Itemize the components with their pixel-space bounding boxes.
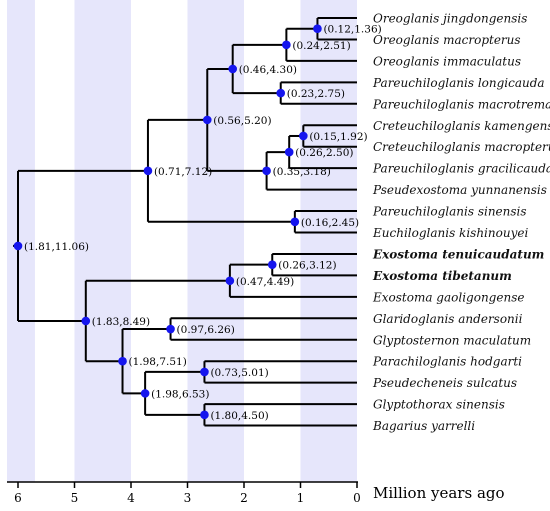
node-age-label: (0.15,1.92) [309, 131, 367, 143]
node-marker [140, 389, 150, 398]
node-marker [81, 316, 91, 326]
node-age-label: (1.80,4.50) [210, 410, 268, 422]
time-axis: 6 5 4 3 2 1 0 [7, 481, 361, 505]
node-age-label: (0.24,2.51) [292, 40, 350, 52]
time-band [187, 0, 244, 482]
axis-tick-label: 3 [184, 491, 192, 505]
node-marker [228, 64, 237, 74]
node-marker [13, 241, 23, 251]
node-marker [276, 88, 286, 98]
node-age-label: (0.12,1.36) [323, 24, 381, 36]
taxon-labels: Oreoglanis jingdongensis Oreoglanis macro… [372, 12, 550, 434]
tree-nodes: (1.81,11.06) (0.71,7.12) (0.56,5.20) (0.46,… [13, 24, 382, 422]
taxon-label: Exostoma gaoligongense [372, 290, 524, 304]
node-marker [166, 324, 175, 334]
taxon-label: Glyptothorax sinensis [373, 398, 505, 412]
time-band [7, 0, 35, 482]
node-age-label: (0.46,4.30) [239, 64, 297, 76]
node-marker [262, 166, 271, 176]
node-age-label: (0.47,4.49) [236, 276, 294, 288]
node-marker [118, 356, 127, 366]
taxon-label: Oreoglanis immaculatus [373, 54, 521, 68]
axis-title: Million years ago [373, 484, 505, 502]
taxon-label: Oreoglanis macropterus [373, 33, 521, 47]
node-marker [313, 24, 322, 34]
node-marker [143, 166, 153, 176]
node-marker [200, 410, 209, 420]
taxon-label: Pareuchiloglanis longicauda [372, 76, 545, 90]
node-age-label: (0.26,2.50) [295, 147, 353, 159]
taxon-label: Pareuchiloglanis macrotrema [372, 97, 550, 111]
taxon-label: Parachiloglanis hodgarti [372, 355, 522, 369]
node-age-label: (1.98,6.53) [151, 388, 209, 400]
axis-tick-label: 1 [297, 491, 305, 505]
shaded-time-bands [7, 0, 357, 482]
taxon-label: Pareuchiloglanis gracilicaudat [372, 162, 550, 176]
time-band [74, 0, 131, 482]
axis-tick-label: 4 [127, 491, 135, 505]
taxon-label: Euchiloglanis kishinouyei [372, 226, 528, 240]
node-marker [290, 217, 300, 227]
node-age-label: (1.98,7.51) [129, 356, 187, 368]
node-marker [225, 276, 235, 286]
node-marker [284, 147, 294, 157]
axis-tick-label: 0 [353, 491, 361, 505]
taxon-label: Pseudexostoma yunnanensis [372, 183, 547, 197]
taxon-label: Pseudecheneis sulcatus [372, 376, 517, 390]
taxon-label: Glaridoglanis andersonii [373, 312, 523, 326]
node-age-label: (0.97,6.26) [177, 324, 235, 336]
taxon-label: Bagarius yarrelli [372, 419, 475, 433]
node-age-label: (0.35,3.18) [273, 166, 331, 178]
taxon-label: Creteuchiloglanis kamengensis [373, 119, 550, 133]
taxon-label: Exostoma tibetanum [372, 269, 512, 283]
node-age-label: (0.73,5.01) [210, 367, 268, 379]
taxon-label: Exostoma tenuicaudatum [372, 247, 544, 261]
node-marker [267, 260, 277, 269]
taxon-label: Creteuchiloglanis macropterus [373, 140, 550, 154]
node-age-label: (0.23,2.75) [287, 88, 345, 100]
axis-tick-label: 5 [71, 491, 79, 505]
node-marker [202, 115, 212, 125]
node-age-label: (0.71,7.12) [154, 166, 212, 178]
node-marker [282, 40, 291, 50]
axis-tick-label: 6 [14, 491, 22, 505]
axis-tick-label: 2 [240, 491, 248, 505]
node-age-label: (0.56,5.20) [213, 115, 271, 127]
node-age-label: (1.83,8.49) [92, 316, 150, 328]
node-age-label: (0.26,3.12) [278, 260, 336, 272]
node-age-label: (1.81,11.06) [24, 241, 89, 253]
taxon-label: Pareuchiloglanis sinensis [372, 205, 527, 219]
time-band [300, 0, 357, 482]
taxon-label: Oreoglanis jingdongensis [373, 12, 527, 26]
node-marker [299, 131, 308, 141]
taxon-label: Glyptosternon maculatum [373, 333, 531, 347]
node-marker [200, 367, 209, 377]
node-age-label: (0.16,2.45) [301, 217, 359, 229]
